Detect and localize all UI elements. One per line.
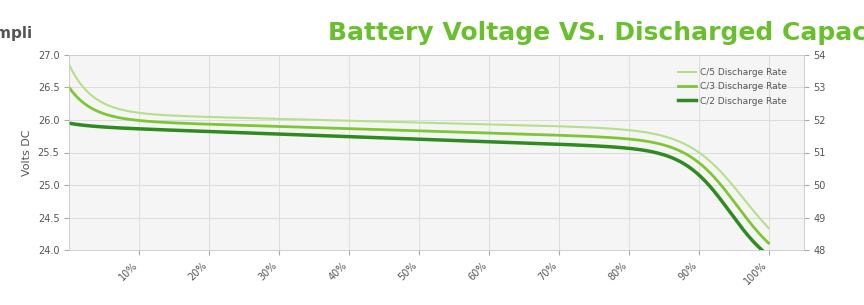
Legend: C/5 Discharge Rate, C/3 Discharge Rate, C/2 Discharge Rate: C/5 Discharge Rate, C/3 Discharge Rate, …: [673, 63, 791, 110]
Text: Battery Voltage VS. Discharged Capacity: Battery Voltage VS. Discharged Capacity: [328, 21, 864, 45]
Y-axis label: Volts DC: Volts DC: [22, 129, 32, 176]
Text: simpli: simpli: [0, 26, 32, 41]
